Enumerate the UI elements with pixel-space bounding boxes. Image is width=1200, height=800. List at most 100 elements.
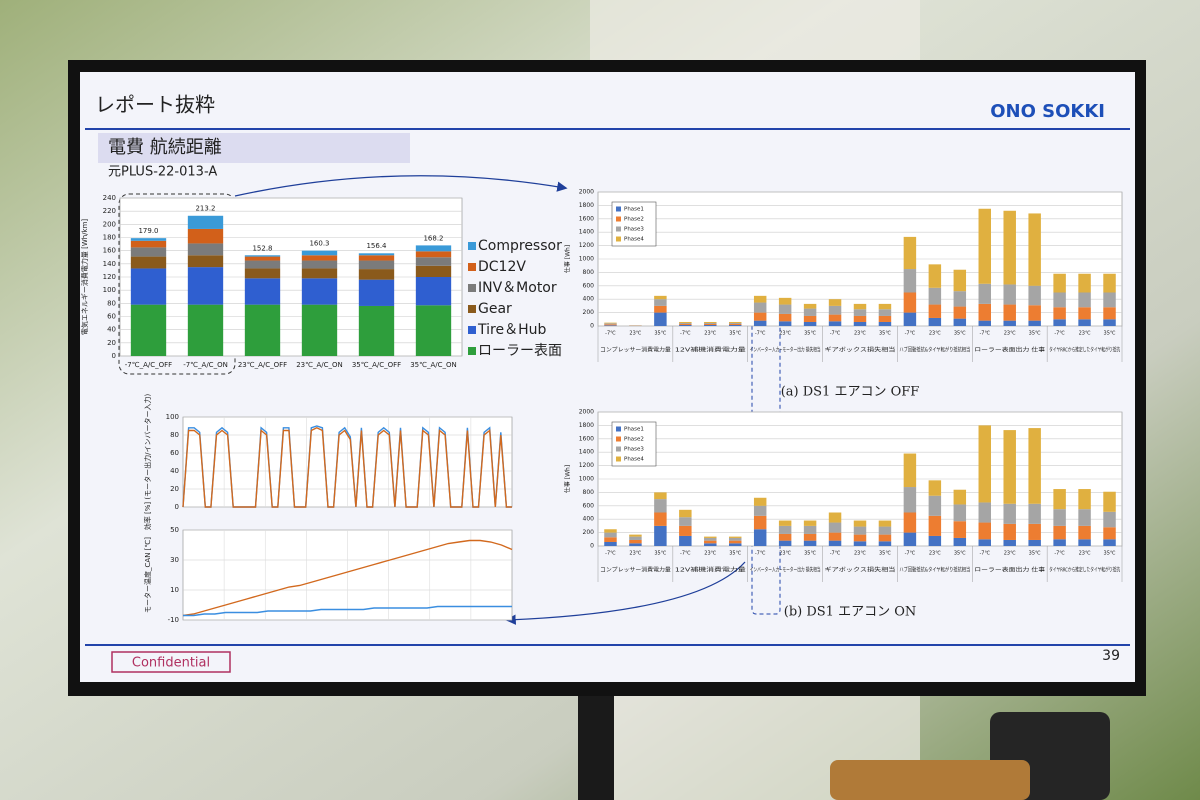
bar-segment <box>903 236 917 270</box>
y-tick-label: 10 <box>170 586 179 594</box>
group-label: 12V補機消費電力量 <box>675 346 747 354</box>
bar-segment <box>1103 273 1116 293</box>
bar-segment <box>1053 525 1066 540</box>
x-tick-label: -7℃ <box>1054 331 1065 337</box>
bar-segment <box>903 487 917 513</box>
legend-label: INV＆Motor <box>478 280 557 296</box>
y-tick-label: 0 <box>590 323 594 330</box>
group-label: 12V補機消費電力量 <box>675 566 747 574</box>
bar-segment <box>1003 503 1016 524</box>
bar-segment <box>903 292 917 313</box>
x-tick-label: -7℃_A/C_ON <box>183 361 228 369</box>
bar-segment <box>778 525 792 534</box>
x-tick-label: 35℃ <box>879 551 891 557</box>
bar-segment <box>978 522 991 540</box>
bar-segment <box>1003 304 1016 321</box>
bar-segment <box>704 323 717 325</box>
y-tick-label: 200 <box>583 529 595 536</box>
bar-segment <box>778 520 792 526</box>
bar-segment <box>130 240 167 248</box>
bar-segment <box>704 322 717 324</box>
bar-segment <box>1053 509 1066 526</box>
bar-segment <box>853 303 867 310</box>
y-axis-label: 電気エネルギー消費電力量 [Wh/km] <box>80 219 89 336</box>
bar-segment <box>244 278 281 305</box>
y-tick-label: 400 <box>583 516 595 523</box>
x-tick-label: 23℃ <box>1004 331 1016 337</box>
confidential: Confidential <box>132 656 210 671</box>
bar-segment <box>1078 319 1091 326</box>
bar-segment <box>878 321 892 326</box>
legend-label: Phase2 <box>624 217 644 223</box>
x-tick-label: 23℃ <box>854 331 866 337</box>
y-tick-label: 800 <box>583 489 595 496</box>
bar-segment <box>604 322 617 324</box>
x-tick-label: 23℃ <box>854 551 866 557</box>
legend-swatch <box>616 426 621 432</box>
data-label: 152.8 <box>252 244 272 252</box>
logo: ONO SOKKI <box>990 101 1105 122</box>
y-tick-label: 1800 <box>579 422 594 429</box>
y-tick-label: 200 <box>583 309 595 316</box>
legend-label: ローラー表面 <box>478 343 562 359</box>
bar-segment <box>828 512 842 523</box>
bar-segment <box>679 525 692 536</box>
y-tick-label: 140 <box>103 260 116 268</box>
y-tick-label: 1200 <box>579 462 594 469</box>
bar-segment <box>187 255 224 268</box>
bar-segment <box>654 312 667 326</box>
y-tick-label: 100 <box>166 413 179 421</box>
bar-segment <box>1053 273 1066 293</box>
bar-segment <box>415 251 452 258</box>
x-tick-label: 23℃ <box>629 331 641 337</box>
bar-segment <box>729 537 742 541</box>
section-box <box>98 133 410 163</box>
bar-segment <box>853 321 867 326</box>
bar-segment <box>679 324 692 326</box>
y-tick-label: 0 <box>175 503 179 511</box>
bar-segment <box>953 306 967 319</box>
y-tick-label: 1600 <box>579 215 594 222</box>
bar-segment <box>978 303 991 321</box>
legend-swatch <box>468 263 476 271</box>
bar-segment <box>1003 284 1016 305</box>
bar-segment <box>803 540 817 546</box>
bar-segment <box>604 537 617 542</box>
legend-label: Phase4 <box>624 237 644 243</box>
page-number: 39 <box>1102 648 1120 664</box>
bar-segment <box>654 305 667 313</box>
bar-segment <box>753 515 767 530</box>
bar-segment <box>928 317 942 326</box>
bar-segment <box>753 497 767 506</box>
y-tick-label: 40 <box>107 326 116 334</box>
bar-segment <box>1028 523 1041 540</box>
legend-swatch <box>468 326 476 334</box>
bar-segment <box>729 536 742 538</box>
group-label: ハブ回動抵抗&タイヤ転がり抵抗相当 <box>899 346 970 354</box>
x-tick-label: 35℃_A/C_OFF <box>352 361 401 369</box>
x-tick-label: 35℃_A/C_ON <box>410 361 457 369</box>
x-tick-label: 35℃ <box>654 331 666 337</box>
x-tick-label: 35℃ <box>729 331 741 337</box>
bar-segment <box>729 540 742 544</box>
bar-segment <box>187 228 224 244</box>
legend-swatch <box>468 284 476 292</box>
y-tick-label: 220 <box>103 207 116 215</box>
bar-segment <box>753 529 767 546</box>
bar-segment <box>1078 273 1091 293</box>
bar-segment <box>853 526 867 535</box>
group-label: ギアボックス損失相当 <box>825 346 896 354</box>
bar-segment <box>953 318 967 326</box>
bar-segment <box>953 537 967 546</box>
x-tick-label: 23℃ <box>629 551 641 557</box>
bar-segment <box>978 208 991 284</box>
bar-segment <box>1053 292 1066 308</box>
legend-swatch <box>616 216 621 222</box>
bar-segment <box>358 253 395 256</box>
y-tick-label: 2000 <box>579 409 594 416</box>
bar-segment <box>729 321 742 323</box>
line-series <box>182 539 513 617</box>
x-tick-label: 23℃ <box>929 331 941 337</box>
bar-segment <box>828 532 842 541</box>
bar-segment <box>1028 503 1041 524</box>
